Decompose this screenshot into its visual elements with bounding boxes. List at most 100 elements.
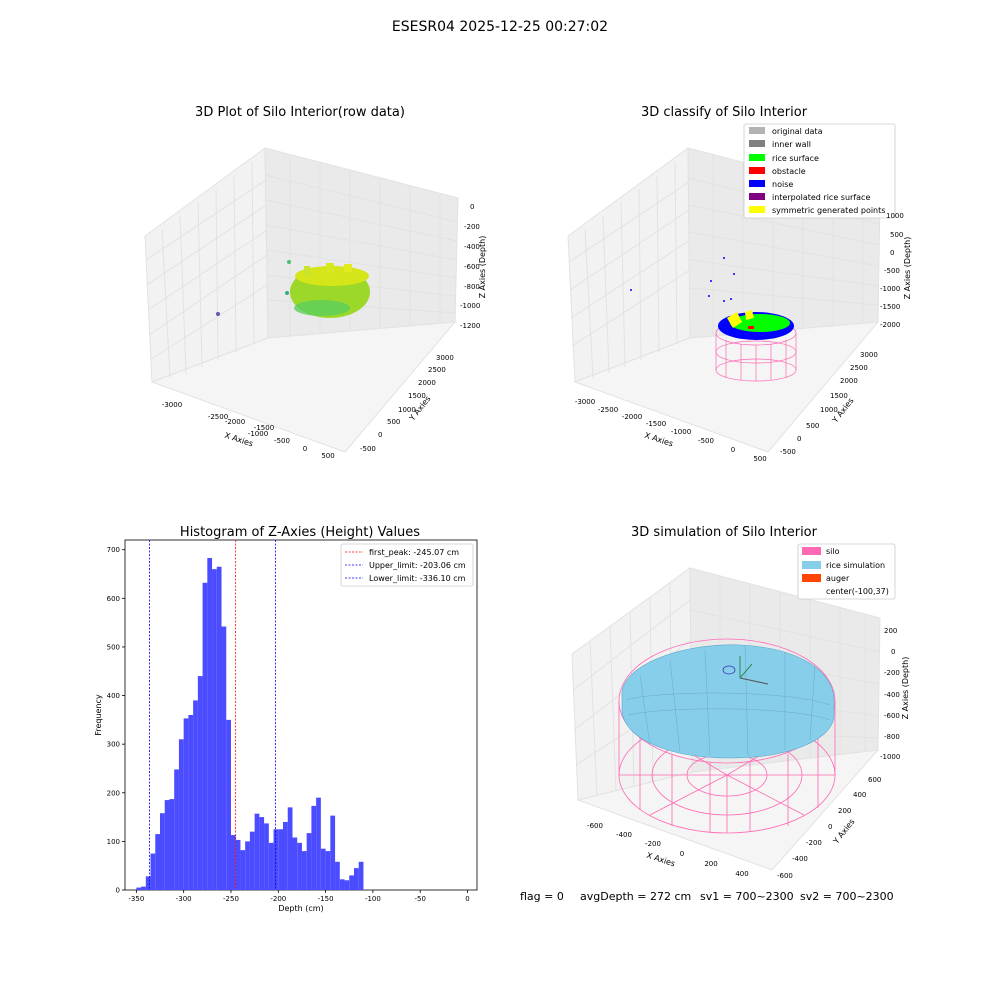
legend-label-lower-limit: Lower_limit: -336.10 cm [369, 574, 466, 583]
classify-symmetric-points [727, 312, 742, 328]
avg-depth-text: avgDepth = 272 cm [580, 890, 691, 903]
simulation-3d-x-ticks: -600 -400 -200 0 200 400 [587, 822, 749, 878]
histogram-title: Histogram of Z-Axies (Height) Values [180, 525, 420, 540]
histogram-bar [311, 805, 317, 890]
center-axis-y [739, 663, 753, 679]
sim-y-tick: -200 [806, 839, 822, 847]
histogram-bar [278, 829, 284, 890]
legend-swatch-inner-wall [749, 140, 765, 147]
histogram-y-tick-label: 400 [107, 692, 120, 700]
classify-3d-floor-pane [573, 321, 880, 453]
classify-3d-grid-back [712, 154, 864, 336]
classify-noise-point [730, 298, 732, 300]
histogram-x-tick-label: -200 [270, 895, 286, 903]
panel-histogram: Histogram of Z-Axies (Height) Values -35… [94, 525, 478, 913]
histogram-bar [320, 848, 326, 890]
histogram-bar [297, 842, 302, 890]
sim-y-tick: 600 [868, 776, 881, 784]
sim-z-tick: -600 [884, 712, 900, 720]
histogram-bar [141, 886, 146, 890]
histogram-bar [174, 769, 179, 890]
sim-z-tick: -1000 [880, 753, 900, 761]
simulation-3d-floor-pane [576, 749, 880, 871]
sv1-text: sv1 = 700~2300 [700, 890, 794, 903]
raw-x-tick: -1500 [254, 424, 274, 432]
panel-classify-3d-title: 3D classify of Silo Interior [641, 105, 808, 120]
raw-y-tick: 2000 [418, 379, 436, 387]
raw-3d-floor-pane [150, 321, 457, 453]
histogram-bar [150, 853, 156, 890]
histogram-x-tick-label: -350 [128, 895, 144, 903]
classify-y-tick: 2000 [840, 377, 858, 385]
raw-3d-point-cloud [216, 260, 370, 318]
histogram-bar [160, 813, 165, 890]
auger-ring [722, 665, 736, 675]
sim-z-tick: 0 [891, 648, 895, 656]
histogram-bar [353, 868, 359, 890]
classify-x-tick: -2500 [598, 406, 618, 414]
histogram-bar [226, 719, 231, 890]
histogram-bar [164, 800, 170, 890]
histogram-bar [306, 833, 312, 890]
histogram-bar [249, 831, 255, 890]
classify-silo-ring [715, 340, 797, 364]
histogram-bar [240, 850, 246, 890]
raw-z-tick: 0 [470, 203, 474, 211]
raw-3d-z-ticks: 0 -200 -400 -600 -800 -1000 -1200 [460, 203, 480, 330]
simulation-y-axis-label: Y Axies [831, 817, 857, 846]
classify-z-axis-label: Z Axies (Depth) [903, 237, 912, 300]
histogram-y-tick-label: 300 [107, 741, 120, 749]
histogram-bar [339, 879, 345, 890]
raw-x-tick: -1000 [248, 430, 268, 438]
sim-x-tick: -200 [645, 840, 661, 848]
raw-x-tick: 0 [303, 445, 307, 453]
histogram-legend: first_peak: -245.07 cm Upper_limit: -203… [340, 543, 474, 587]
histogram-bar [235, 839, 241, 890]
legend-label-auger: auger [826, 574, 850, 583]
simulation-z-axis-label: Z Axies (Depth) [901, 657, 910, 720]
classify-y-tick: 1000 [820, 406, 838, 414]
classify-x-tick: -3000 [575, 398, 595, 406]
histogram-y-tick-label: 700 [107, 546, 120, 554]
legend-label-upper-limit: Upper_limit: -203.06 cm [369, 561, 466, 570]
classify-z-tick: -2000 [880, 321, 900, 329]
legend-label-symmetric-generated-points: symmetric generated points [772, 206, 885, 215]
histogram-bar [330, 815, 336, 890]
raw-outlier-point [216, 312, 220, 316]
panel-classify-3d: 3D classify of Silo Interior [567, 105, 912, 463]
histogram-bar [301, 851, 307, 890]
sv2-text: sv2 = 700~2300 [800, 890, 894, 903]
legend-swatch-interpolated-rice-surface [749, 193, 765, 200]
raw-y-tick: 500 [387, 418, 400, 426]
legend-swatch-rice-simulation [802, 561, 821, 569]
raw-x-tick: -3000 [162, 401, 182, 409]
histogram-bar [358, 861, 364, 890]
legend-label-rice-surface: rice surface [772, 154, 819, 163]
raw-outlier-point [285, 291, 289, 295]
simulation-legend-box [797, 543, 896, 600]
simulation-3d-y-ticks: -600 -400 -200 0 200 400 600 [777, 776, 881, 880]
legend-label-noise: noise [772, 180, 793, 189]
classify-y-tick: 0 [797, 435, 801, 443]
raw-z-tick: -1000 [460, 302, 480, 310]
classify-noise-point [708, 295, 710, 297]
center-axis-x [739, 677, 769, 685]
classify-point-cloud [630, 257, 794, 340]
sim-x-tick: 200 [704, 860, 717, 868]
classify-noise-point [723, 257, 725, 259]
legend-swatch-obstacle [749, 167, 765, 174]
simulation-3d-z-ticks: 200 0 -200 -400 -600 -800 -1000 [880, 627, 900, 761]
histogram-bar [188, 715, 194, 890]
raw-z-tick: -200 [464, 223, 480, 231]
raw-y-tick: 1000 [398, 406, 416, 414]
rice-simulation-surface [621, 644, 835, 759]
histogram-y-tick-label: 500 [107, 643, 120, 651]
raw-z-tick: -400 [464, 243, 480, 251]
sim-y-tick: -600 [777, 872, 793, 880]
classify-z-tick: 1000 [886, 212, 904, 220]
classify-3d-box [567, 147, 881, 453]
raw-z-tick: -800 [464, 283, 480, 291]
classify-3d-y-ticks: -500 0 500 1000 1500 2000 2500 3000 [780, 351, 878, 456]
histogram-bar [221, 626, 227, 890]
histogram-reference-lines [149, 540, 276, 890]
